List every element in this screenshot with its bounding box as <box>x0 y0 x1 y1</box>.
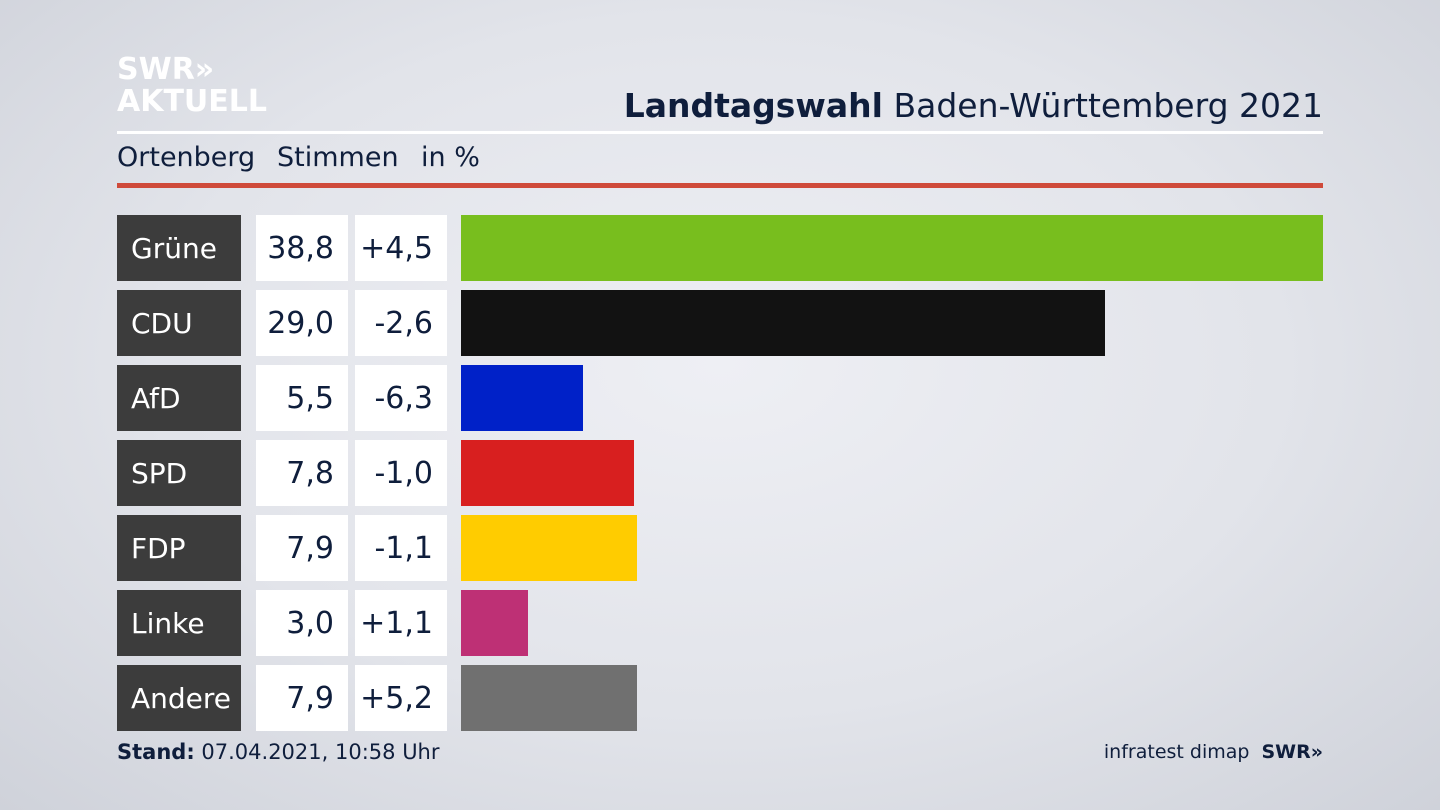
stand-label: Stand: <box>117 740 195 764</box>
bar <box>461 365 583 431</box>
bar <box>461 665 637 731</box>
value-label: 7,8 <box>256 440 348 506</box>
chart-row: SPD 7,8 -1,0 <box>117 440 1323 506</box>
header-divider <box>117 183 1323 188</box>
bar <box>461 215 1323 281</box>
location-label: Ortenberg <box>117 142 256 173</box>
source-credit: infratest dimap SWR» <box>1104 741 1323 763</box>
party-label: Andere <box>117 665 241 731</box>
bar <box>461 290 1105 356</box>
change-label: +4,5 <box>355 215 447 281</box>
value-label: 5,5 <box>256 365 348 431</box>
change-label: -2,6 <box>355 290 447 356</box>
value-label: 38,8 <box>256 215 348 281</box>
source-label: infratest dimap <box>1103 741 1250 763</box>
stand-value: 07.04.2021, 10:58 Uhr <box>201 740 440 764</box>
bar <box>461 590 528 656</box>
value-label: 3,0 <box>256 590 348 656</box>
title-divider <box>117 131 1323 134</box>
party-label: AfD <box>117 365 241 431</box>
party-label: Linke <box>117 590 241 656</box>
timestamp: Stand: 07.04.2021, 10:58 Uhr <box>117 740 440 764</box>
change-label: -1,0 <box>355 440 447 506</box>
bar <box>461 515 637 581</box>
chart-row: CDU 29,0 -2,6 <box>117 290 1323 356</box>
bar <box>461 440 634 506</box>
party-label: CDU <box>117 290 241 356</box>
value-label: 7,9 <box>256 665 348 731</box>
chart-title: Landtagswahl Baden-Württemberg 2021 <box>624 86 1323 125</box>
swr-aktuell-logo: SWR» AKTUELL <box>117 54 267 118</box>
change-label: +5,2 <box>355 665 447 731</box>
swr-logo-small: SWR» <box>1261 741 1323 763</box>
chart-row: Linke 3,0 +1,1 <box>117 590 1323 656</box>
unit-label: in % <box>421 142 480 173</box>
party-label: SPD <box>117 440 241 506</box>
chart-row: Grüne 38,8 +4,5 <box>117 215 1323 281</box>
chart-row: AfD 5,5 -6,3 <box>117 365 1323 431</box>
measure-label: Stimmen <box>277 142 399 173</box>
title-rest: Baden-Württemberg 2021 <box>893 86 1323 125</box>
change-label: +1,1 <box>355 590 447 656</box>
chart-row: FDP 7,9 -1,1 <box>117 515 1323 581</box>
change-label: -6,3 <box>355 365 447 431</box>
logo-line-2: AKTUELL <box>117 84 268 119</box>
value-label: 29,0 <box>256 290 348 356</box>
value-label: 7,9 <box>256 515 348 581</box>
logo-line-1: SWR» <box>117 52 215 87</box>
chart-row: Andere 7,9 +5,2 <box>117 665 1323 731</box>
title-bold: Landtagswahl <box>623 86 883 125</box>
party-label: Grüne <box>117 215 241 281</box>
party-label: FDP <box>117 515 241 581</box>
change-label: -1,1 <box>355 515 447 581</box>
